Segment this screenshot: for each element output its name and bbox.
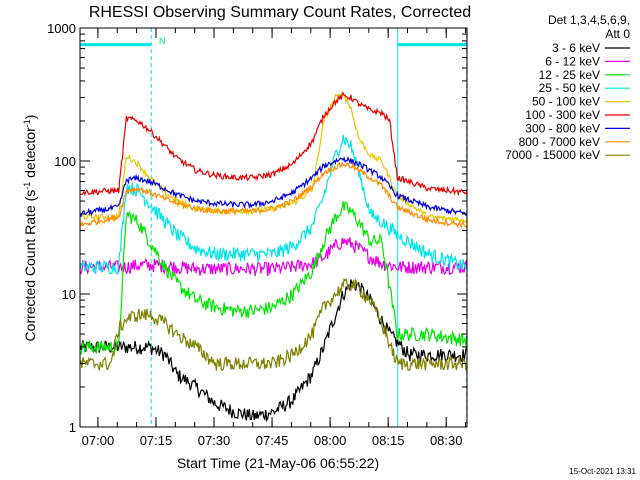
y-label-part: detector (22, 127, 38, 182)
y-axis-ticks: 1 10 100 1000 (47, 21, 467, 435)
y-label-exponent: -1 (22, 119, 32, 127)
legend-label: 7000 - 15000 keV (505, 148, 600, 162)
series-line (80, 161, 467, 229)
night-flag-label: N (159, 36, 166, 46)
series-line (80, 277, 467, 371)
x-tick-label: 07:30 (198, 433, 231, 448)
x-tick-label: 07:45 (256, 433, 289, 448)
y-tick-label: 1 (69, 420, 76, 435)
y-tick-label: 10 (62, 287, 76, 302)
plot-frame (79, 27, 468, 428)
y-label-part: Corrected Count Rate (s (22, 190, 38, 342)
legend-label: 12 - 25 keV (539, 68, 600, 82)
series-line (80, 200, 467, 356)
y-label-part: ) (22, 115, 38, 120)
legend-label: 25 - 50 keV (539, 81, 600, 95)
series-lines (80, 89, 467, 423)
y-axis-label: Corrected Count Rate (s-1 detector-1) (22, 115, 38, 342)
x-tick-label: 08:00 (314, 433, 347, 448)
x-tick-label: 08:30 (430, 433, 463, 448)
legend-label: 6 - 12 keV (545, 54, 600, 68)
legend-label: 50 - 100 keV (532, 95, 600, 109)
timestamp: 15-Oct-2021 13:31 (569, 467, 636, 476)
series-line (80, 279, 467, 423)
series-line (80, 92, 467, 197)
legend-title-line: Det 1,3,4,5,6,9, (548, 13, 630, 27)
legend-label: 800 - 7000 keV (519, 135, 600, 149)
legend-label: 300 - 800 keV (525, 121, 600, 135)
y-tick-label: 100 (54, 154, 76, 169)
series-line (80, 134, 467, 275)
chart-title: RHESSI Observing Summary Count Rates, Co… (89, 4, 471, 21)
legend-label: 100 - 300 keV (525, 108, 600, 122)
series-line (80, 156, 467, 218)
x-axis-label: Start Time (21-May-06 06:55:22) (177, 455, 379, 471)
x-tick-label: 07:15 (140, 433, 173, 448)
x-tick-label: 07:00 (82, 433, 115, 448)
x-axis-ticks: 07:00 07:15 07:30 07:45 08:00 08:15 08:30 (82, 28, 467, 448)
series-line (80, 237, 467, 277)
x-tick-label: 08:15 (372, 433, 405, 448)
legend-title-line: Att 0 (605, 27, 630, 41)
y-tick-label: 1000 (47, 21, 76, 36)
series-line (80, 89, 467, 225)
y-label-exponent: -1 (22, 182, 32, 190)
legend-label: 3 - 6 keV (552, 41, 600, 55)
